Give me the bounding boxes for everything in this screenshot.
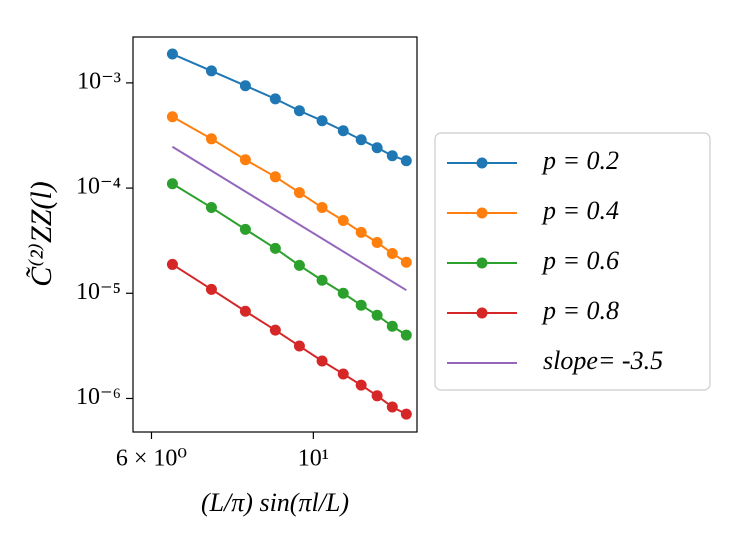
x-tick-label: 6 × 10⁰ (116, 446, 187, 472)
marker (355, 379, 367, 391)
legend-label: p = 0.4 (541, 196, 619, 225)
marker (386, 247, 398, 259)
marker (400, 256, 412, 268)
legend-marker (476, 257, 488, 269)
marker (239, 305, 251, 317)
y-tick-label: 10⁻⁶ (76, 384, 121, 410)
marker (316, 115, 328, 127)
marker (205, 133, 217, 145)
marker (337, 214, 349, 226)
y-tick-label: 10⁻⁵ (76, 279, 121, 305)
marker (166, 48, 178, 60)
marker (355, 134, 367, 146)
marker (371, 142, 383, 154)
marker (205, 283, 217, 295)
marker (293, 187, 305, 199)
marker (269, 242, 281, 254)
marker (371, 236, 383, 248)
series-line (171, 145, 407, 292)
marker (293, 259, 305, 271)
y-axis-label: C̃⁽²⁾ZZ(l) (25, 181, 58, 286)
marker (355, 226, 367, 238)
marker (205, 65, 217, 77)
marker (166, 111, 178, 123)
marker (386, 320, 398, 332)
marker (293, 340, 305, 352)
marker (166, 178, 178, 190)
marker (400, 155, 412, 167)
marker (239, 223, 251, 235)
x-tick-label: 10¹ (298, 446, 329, 472)
legend-box (434, 132, 711, 391)
marker (337, 368, 349, 380)
marker (316, 202, 328, 214)
marker (355, 299, 367, 311)
y-tick-label: 10⁻⁴ (76, 174, 121, 200)
marker (269, 171, 281, 183)
marker (337, 287, 349, 299)
marker (205, 202, 217, 214)
marker (400, 408, 412, 420)
marker (386, 150, 398, 162)
y-tick-label: 10⁻³ (77, 68, 121, 94)
marker (239, 154, 251, 166)
legend-label: p = 0.8 (541, 296, 619, 325)
plot-frame (132, 36, 418, 433)
legend-label: p = 0.6 (541, 246, 619, 275)
legend-marker (476, 157, 488, 169)
marker (239, 80, 251, 92)
marker (337, 125, 349, 137)
marker (316, 355, 328, 367)
marker (269, 324, 281, 336)
marker (316, 274, 328, 286)
marker (371, 309, 383, 321)
x-axis-label: (L/π) sin(πl/L) (201, 488, 349, 517)
legend-label: p = 0.2 (541, 146, 619, 175)
legend-marker (476, 207, 488, 219)
marker (400, 329, 412, 341)
marker (269, 93, 281, 105)
legend-marker (476, 307, 488, 319)
marker (166, 258, 178, 270)
marker (371, 390, 383, 402)
marker (293, 105, 305, 117)
marker (386, 401, 398, 413)
legend-label: slope= -3.5 (543, 346, 663, 375)
